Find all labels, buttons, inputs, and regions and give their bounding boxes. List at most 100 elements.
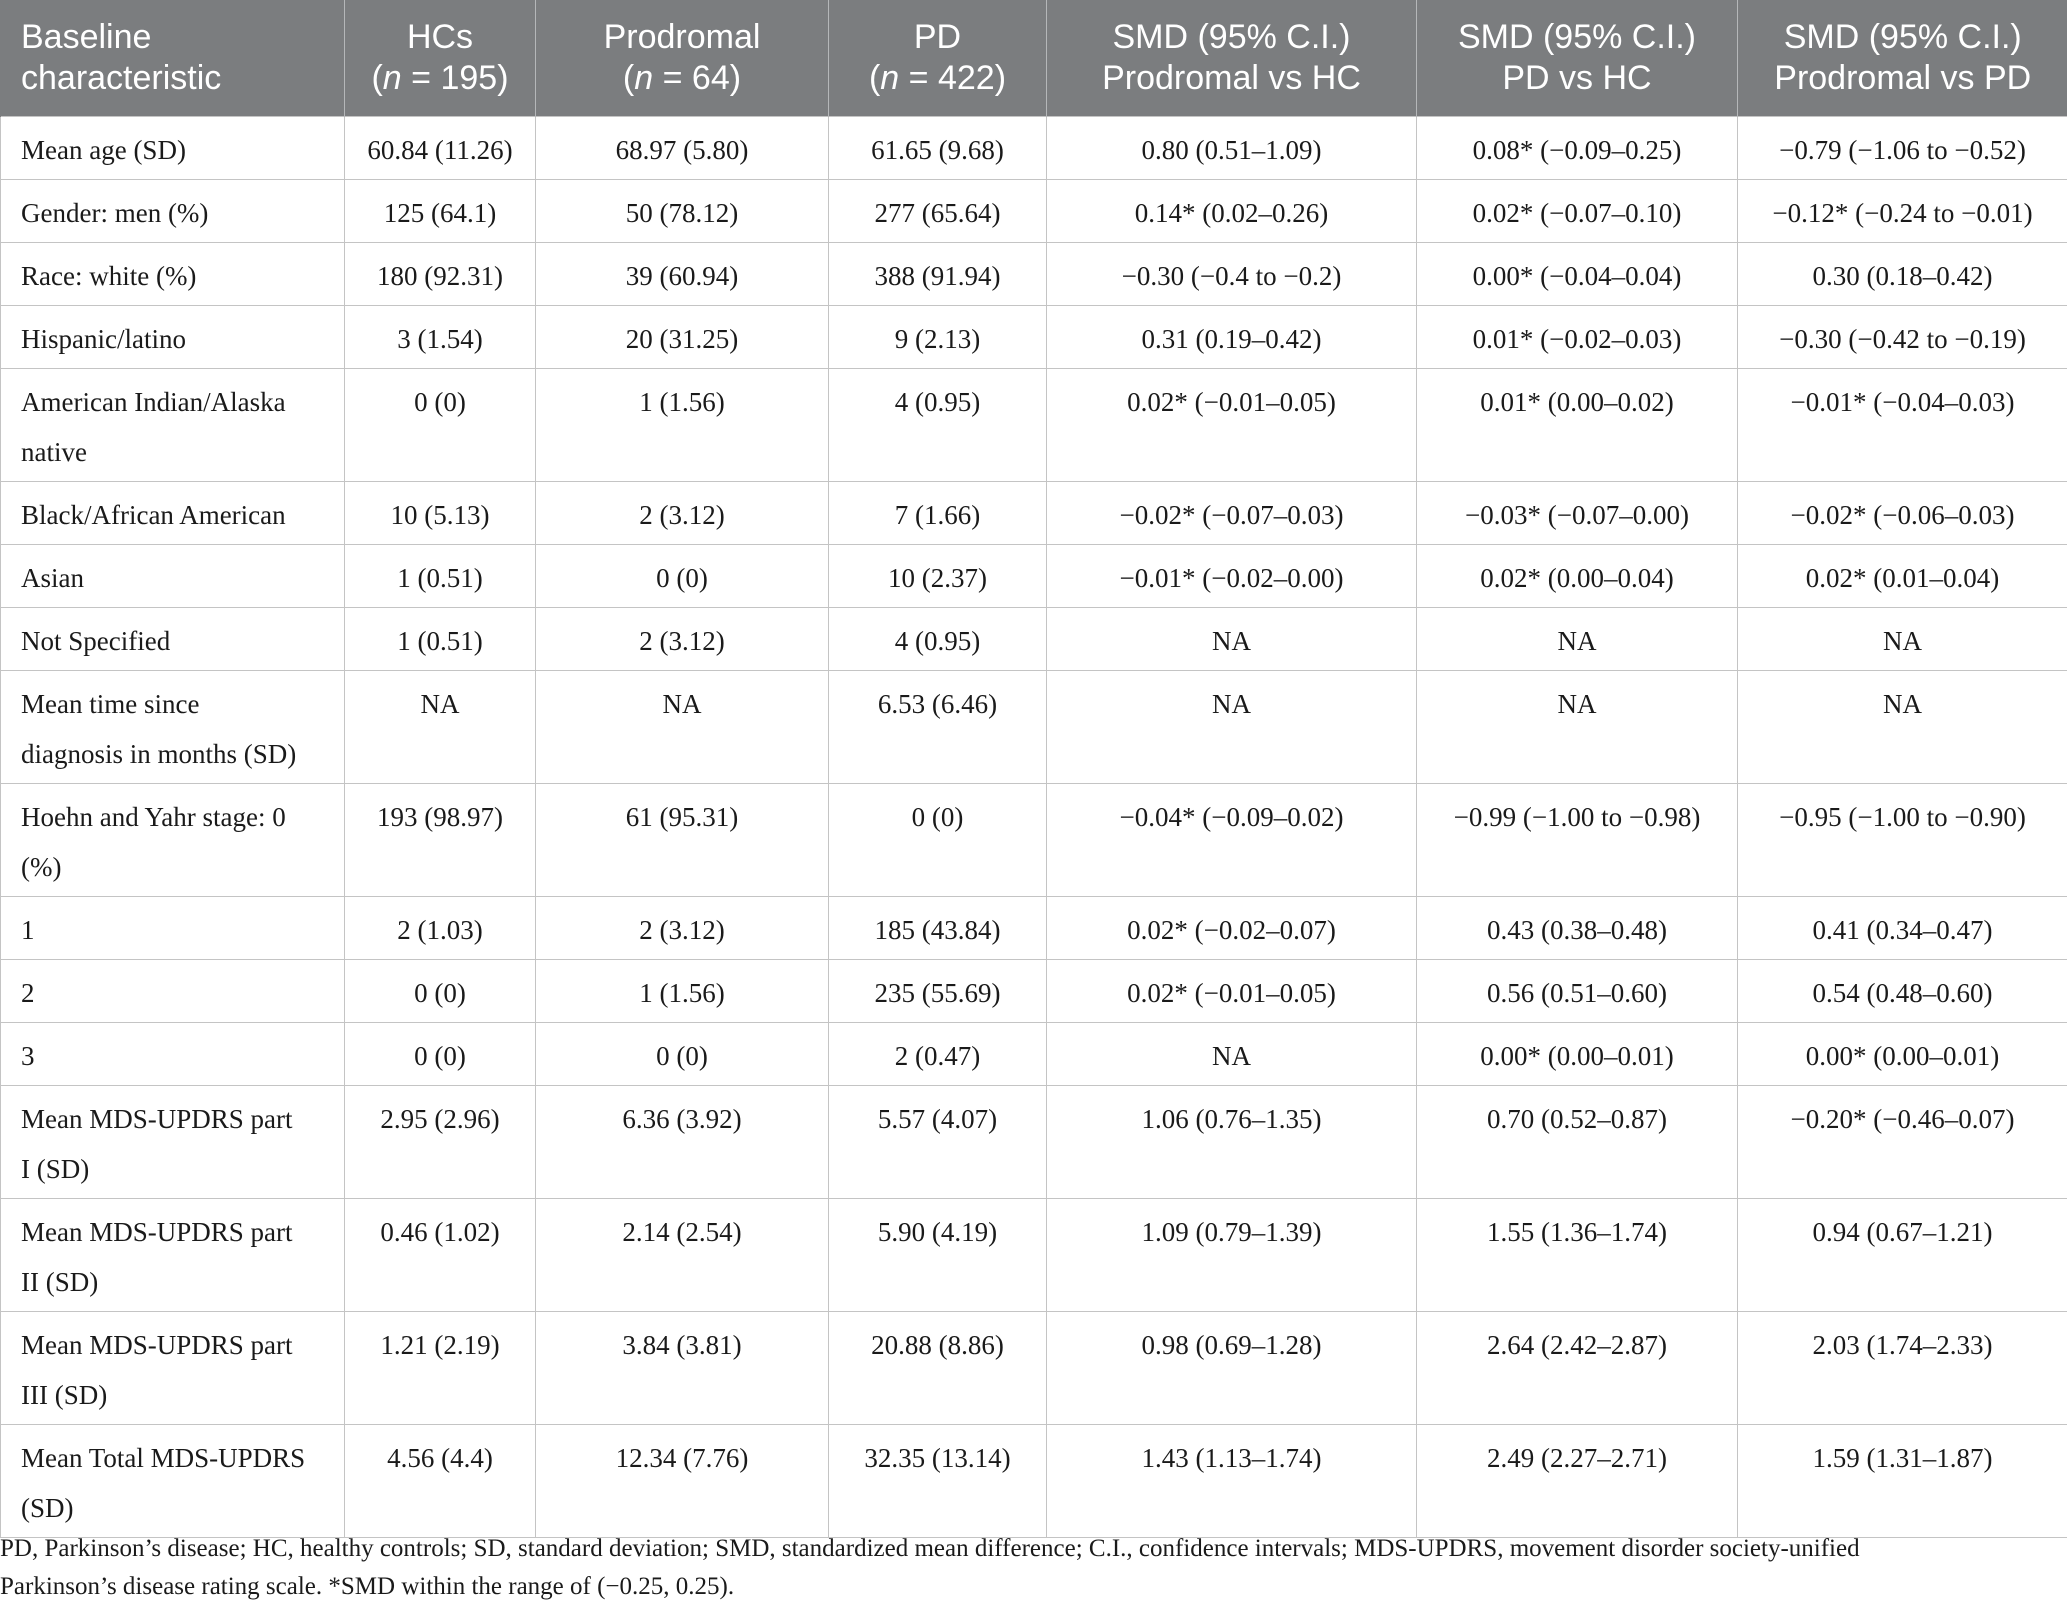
cell-prodromal: 20 (31.25)	[535, 305, 829, 369]
cell-hcs: 0 (0)	[344, 1022, 536, 1086]
cell-hcs: 125 (64.1)	[344, 179, 536, 243]
cell-smd-pd-hc: NA	[1416, 607, 1738, 671]
cell-smd-prod-hc: 0.80 (0.51–1.09)	[1046, 116, 1417, 180]
cell-smd-prod-pd: −0.79 (−1.06 to −0.52)	[1737, 116, 2067, 180]
cell-smd-prod-pd: 0.30 (0.18–0.42)	[1737, 242, 2067, 306]
row-label: Mean time since diagnosis in months (SD)	[0, 670, 345, 784]
cell-smd-prod-hc: −0.04* (−0.09–0.02)	[1046, 783, 1417, 897]
cell-prodromal: 2 (3.12)	[535, 607, 829, 671]
cell-pd: 32.35 (13.14)	[828, 1424, 1047, 1538]
cell-hcs: 1 (0.51)	[344, 607, 536, 671]
cell-prodromal: 39 (60.94)	[535, 242, 829, 306]
cell-smd-pd-hc: 0.56 (0.51–0.60)	[1416, 959, 1738, 1023]
table-row: Hispanic/latino 3 (1.54) 20 (31.25) 9 (2.13…	[0, 305, 2067, 369]
cell-smd-prod-pd: 0.54 (0.48–0.60)	[1737, 959, 2067, 1023]
table-row: Gender: men (%) 125 (64.1) 50 (78.12) 277 (…	[0, 179, 2067, 243]
cell-smd-prod-pd: 1.59 (1.31–1.87)	[1737, 1424, 2067, 1538]
cell-prodromal: 61 (95.31)	[535, 783, 829, 897]
cell-prodromal: 2.14 (2.54)	[535, 1198, 829, 1312]
cell-pd: 5.57 (4.07)	[828, 1085, 1047, 1199]
cell-prodromal: 50 (78.12)	[535, 179, 829, 243]
cell-pd: 5.90 (4.19)	[828, 1198, 1047, 1312]
cell-pd: 4 (0.95)	[828, 607, 1047, 671]
row-label: Race: white (%)	[0, 242, 345, 306]
cell-smd-pd-hc: 0.02* (0.00–0.04)	[1416, 544, 1738, 608]
cell-smd-prod-pd: NA	[1737, 670, 2067, 784]
row-label: 2	[0, 959, 345, 1023]
baseline-characteristics-table: Baseline characteristic HCs (n = 195) Prod…	[0, 0, 2067, 1538]
cell-hcs: 1.21 (2.19)	[344, 1311, 536, 1425]
row-label: Mean age (SD)	[0, 116, 345, 180]
table-footnote: PD, Parkinson’s disease; HC, healthy con…	[0, 1530, 2060, 1606]
cell-pd: 7 (1.66)	[828, 481, 1047, 545]
cell-smd-pd-hc: 0.43 (0.38–0.48)	[1416, 896, 1738, 960]
header-smd-prodromal-vs-hc: SMD (95% C.I.) Prodromal vs HC	[1046, 0, 1417, 117]
cell-pd: 6.53 (6.46)	[828, 670, 1047, 784]
cell-pd: 185 (43.84)	[828, 896, 1047, 960]
cell-pd: 9 (2.13)	[828, 305, 1047, 369]
cell-smd-prod-hc: −0.30 (−0.4 to −0.2)	[1046, 242, 1417, 306]
cell-hcs: 3 (1.54)	[344, 305, 536, 369]
cell-pd: 61.65 (9.68)	[828, 116, 1047, 180]
header-prodromal: Prodromal (n = 64)	[535, 0, 829, 117]
cell-smd-prod-hc: NA	[1046, 607, 1417, 671]
table-header-row: Baseline characteristic HCs (n = 195) Prod…	[0, 0, 2067, 117]
cell-smd-pd-hc: 0.02* (−0.07–0.10)	[1416, 179, 1738, 243]
cell-prodromal: 68.97 (5.80)	[535, 116, 829, 180]
cell-smd-pd-hc: −0.03* (−0.07–0.00)	[1416, 481, 1738, 545]
table-body: Mean age (SD) 60.84 (11.26) 68.97 (5.80) 61…	[0, 116, 2067, 1538]
cell-smd-prod-hc: 1.09 (0.79–1.39)	[1046, 1198, 1417, 1312]
cell-prodromal: 6.36 (3.92)	[535, 1085, 829, 1199]
cell-prodromal: NA	[535, 670, 829, 784]
table-row: Hoehn and Yahr stage: 0 (%) 193 (98.97) 61 …	[0, 783, 2067, 897]
cell-hcs: 0 (0)	[344, 368, 536, 482]
table-row: Mean MDS-UPDRS part II (SD) 0.46 (1.02) 2.1…	[0, 1198, 2067, 1312]
row-label: Mean Total MDS-UPDRS (SD)	[0, 1424, 345, 1538]
cell-smd-prod-pd: 0.02* (0.01–0.04)	[1737, 544, 2067, 608]
row-label: Not Specified	[0, 607, 345, 671]
cell-pd: 235 (55.69)	[828, 959, 1047, 1023]
cell-hcs: 60.84 (11.26)	[344, 116, 536, 180]
table-row: American Indian/Alaska native 0 (0) 1 (1.56…	[0, 368, 2067, 482]
row-label: Mean MDS-UPDRS part II (SD)	[0, 1198, 345, 1312]
header-baseline-characteristic: Baseline characteristic	[0, 0, 345, 117]
cell-smd-pd-hc: NA	[1416, 670, 1738, 784]
cell-smd-prod-pd: 0.00* (0.00–0.01)	[1737, 1022, 2067, 1086]
cell-hcs: 1 (0.51)	[344, 544, 536, 608]
cell-smd-prod-pd: −0.95 (−1.00 to −0.90)	[1737, 783, 2067, 897]
cell-smd-prod-hc: 0.02* (−0.02–0.07)	[1046, 896, 1417, 960]
cell-smd-prod-hc: NA	[1046, 1022, 1417, 1086]
cell-pd: 10 (2.37)	[828, 544, 1047, 608]
table-row: Mean Total MDS-UPDRS (SD) 4.56 (4.4) 12.34 …	[0, 1424, 2067, 1538]
cell-smd-prod-pd: −0.30 (−0.42 to −0.19)	[1737, 305, 2067, 369]
footnote-line: Parkinson’s disease rating scale. *SMD w…	[0, 1573, 735, 1600]
cell-smd-pd-hc: 1.55 (1.36–1.74)	[1416, 1198, 1738, 1312]
cell-prodromal: 3.84 (3.81)	[535, 1311, 829, 1425]
cell-pd: 4 (0.95)	[828, 368, 1047, 482]
footnote-line: PD, Parkinson’s disease; HC, healthy con…	[0, 1535, 1860, 1562]
table-row: Mean MDS-UPDRS part III (SD) 1.21 (2.19) 3.…	[0, 1311, 2067, 1425]
cell-pd: 20.88 (8.86)	[828, 1311, 1047, 1425]
cell-smd-prod-pd: 2.03 (1.74–2.33)	[1737, 1311, 2067, 1425]
cell-smd-pd-hc: 2.49 (2.27–2.71)	[1416, 1424, 1738, 1538]
cell-prodromal: 2 (3.12)	[535, 481, 829, 545]
header-smd-pd-vs-hc: SMD (95% C.I.) PD vs HC	[1416, 0, 1738, 117]
table-row: Asian 1 (0.51) 0 (0) 10 (2.37) −0.01* (−0.02…	[0, 544, 2067, 608]
cell-smd-prod-pd: 0.94 (0.67–1.21)	[1737, 1198, 2067, 1312]
row-label: 3	[0, 1022, 345, 1086]
cell-hcs: 193 (98.97)	[344, 783, 536, 897]
cell-smd-pd-hc: 0.08* (−0.09–0.25)	[1416, 116, 1738, 180]
cell-smd-prod-hc: 1.43 (1.13–1.74)	[1046, 1424, 1417, 1538]
cell-prodromal: 0 (0)	[535, 544, 829, 608]
cell-smd-prod-hc: 1.06 (0.76–1.35)	[1046, 1085, 1417, 1199]
header-pd: PD (n = 422)	[828, 0, 1047, 117]
cell-smd-prod-pd: −0.12* (−0.24 to −0.01)	[1737, 179, 2067, 243]
cell-smd-pd-hc: 0.01* (−0.02–0.03)	[1416, 305, 1738, 369]
cell-prodromal: 1 (1.56)	[535, 368, 829, 482]
cell-smd-prod-hc: NA	[1046, 670, 1417, 784]
cell-pd: 388 (91.94)	[828, 242, 1047, 306]
row-label: 1	[0, 896, 345, 960]
